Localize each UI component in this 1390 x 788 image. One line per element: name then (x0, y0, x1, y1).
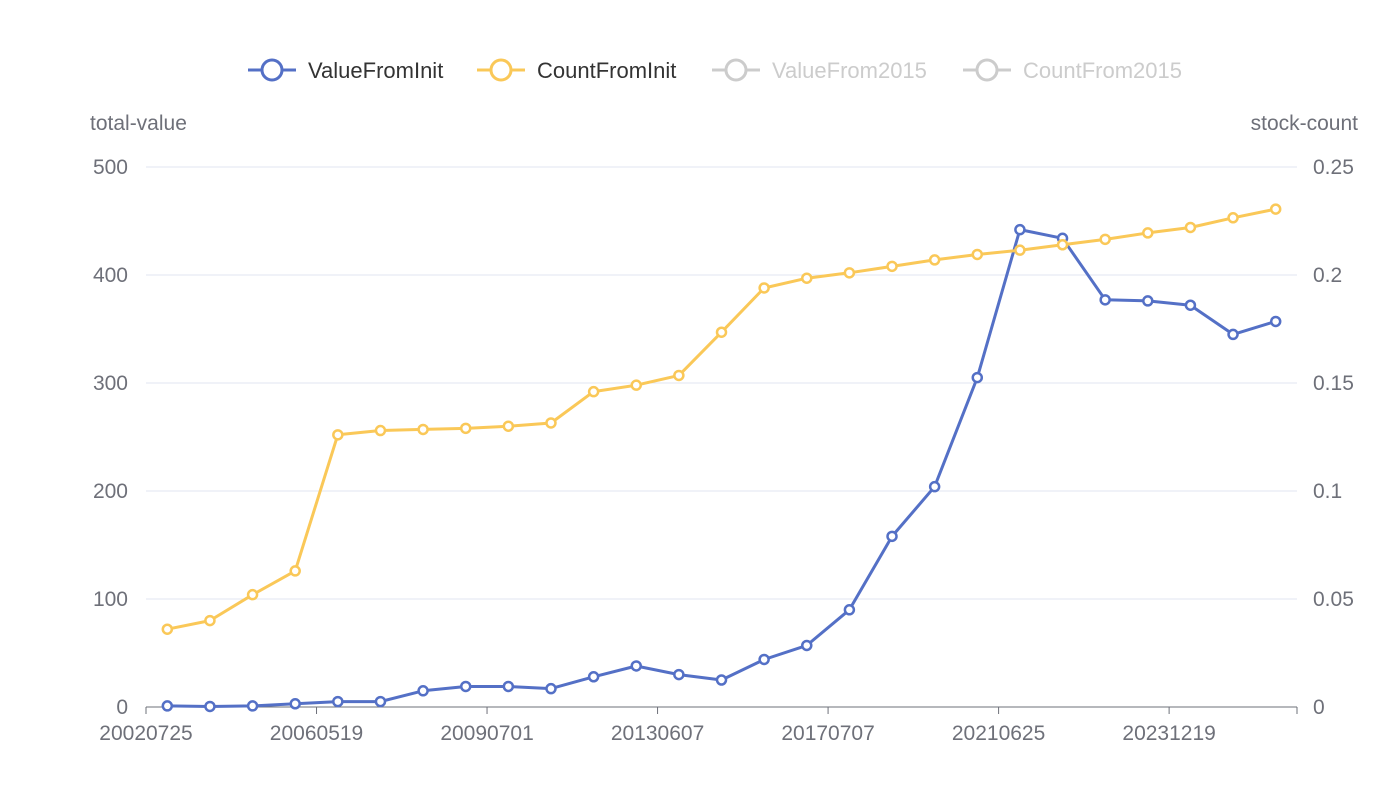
data-point (332, 429, 344, 441)
data-point (246, 588, 259, 601)
data-point (1014, 244, 1026, 256)
data-point (1184, 221, 1197, 234)
legend-marker (724, 58, 748, 82)
legend-marker (975, 58, 999, 82)
x-tick-label: 20060519 (270, 722, 363, 745)
data-point (1099, 294, 1111, 306)
data-point (1056, 239, 1069, 251)
right-tick-label: 0.25 (1313, 156, 1354, 179)
data-point (459, 680, 472, 693)
series-CountFromInit (161, 203, 1282, 635)
legend-label: CountFrom2015 (1023, 58, 1182, 83)
series-layer (161, 203, 1282, 713)
left-tick-label: 300 (93, 372, 128, 395)
series-ValueFromInit (161, 223, 1282, 713)
right-tick-label: 0.05 (1313, 588, 1354, 611)
data-point (801, 639, 813, 652)
data-point (545, 417, 557, 429)
data-point (502, 680, 515, 693)
left-tick-label: 500 (93, 156, 128, 179)
data-point (886, 530, 898, 543)
legend-item-ValueFromInit[interactable]: ValueFromInit (248, 58, 443, 83)
data-point (673, 369, 685, 382)
right-axis-ticks: 0 0.05 0.1 0.15 0.2 0.25 (1313, 156, 1354, 719)
data-point (161, 700, 174, 712)
x-tick-label: 20210625 (952, 722, 1045, 745)
x-tick-label: 20090701 (440, 722, 533, 745)
data-point (246, 700, 259, 712)
left-tick-label: 400 (93, 264, 128, 287)
data-point (545, 682, 557, 695)
data-point (204, 700, 216, 713)
data-point (715, 674, 728, 686)
data-point (587, 385, 600, 398)
data-point (587, 671, 600, 683)
data-point (673, 668, 685, 681)
data-point (417, 685, 429, 697)
data-point (1184, 299, 1197, 311)
x-tick-label: 20170707 (781, 722, 874, 745)
data-point (1142, 295, 1154, 307)
data-point (1014, 223, 1026, 236)
data-point (374, 424, 387, 437)
data-point (928, 480, 941, 493)
data-point (1269, 315, 1282, 328)
data-point (758, 653, 770, 666)
data-point (204, 614, 216, 627)
legend-label: ValueFrom2015 (772, 58, 927, 83)
right-tick-label: 0 (1313, 696, 1325, 719)
x-tick-label: 20231219 (1122, 722, 1215, 745)
right-tick-label: 0.1 (1313, 480, 1342, 503)
data-point (843, 267, 856, 279)
right-tick-label: 0.15 (1313, 372, 1354, 395)
legend-item-CountFrom2015[interactable]: CountFrom2015 (963, 58, 1182, 83)
left-tick-label: 0 (116, 696, 128, 719)
data-point (332, 695, 344, 708)
data-point (843, 604, 856, 616)
right-axis-name: stock-count (1251, 112, 1359, 135)
data-point (417, 423, 429, 436)
legend-label: ValueFromInit (308, 58, 443, 83)
grid-lines (146, 166, 1297, 600)
data-point (971, 371, 984, 384)
data-point (289, 565, 301, 577)
data-point (161, 623, 174, 635)
series-line (167, 207, 1277, 631)
legend-marker (489, 58, 513, 82)
x-axis: 20020725 20060519 20090701 20130607 20170707… (99, 706, 1298, 745)
legend-marker (260, 58, 284, 82)
data-point (971, 248, 984, 261)
data-point (1227, 212, 1239, 224)
data-point (459, 422, 472, 435)
data-point (630, 660, 642, 672)
data-point (1142, 227, 1154, 239)
x-tick-label: 20130607 (611, 722, 704, 745)
legend-item-CountFromInit[interactable]: CountFromInit (477, 58, 676, 83)
legend-label: CountFromInit (537, 58, 676, 83)
left-tick-label: 200 (93, 480, 128, 503)
data-point (758, 282, 770, 294)
data-point (886, 260, 898, 273)
legend-item-ValueFrom2015[interactable]: ValueFrom2015 (712, 58, 927, 83)
left-tick-label: 100 (93, 588, 128, 611)
data-point (1227, 328, 1239, 341)
data-point (801, 272, 813, 284)
chart-legend[interactable]: ValueFromInit CountFromInit ValueFrom2015 C… (248, 58, 1182, 83)
left-axis-name: total-value (90, 112, 187, 135)
data-point (502, 420, 515, 432)
data-point (1099, 233, 1111, 246)
right-tick-label: 0.2 (1313, 264, 1342, 287)
left-axis-ticks: 0 100 200 300 400 500 (93, 156, 128, 719)
data-point (715, 326, 728, 338)
data-point (1269, 203, 1282, 215)
data-point (374, 695, 387, 708)
data-point (928, 254, 941, 266)
data-point (630, 379, 642, 391)
data-point (289, 698, 301, 710)
x-tick-label: 20020725 (99, 722, 192, 745)
